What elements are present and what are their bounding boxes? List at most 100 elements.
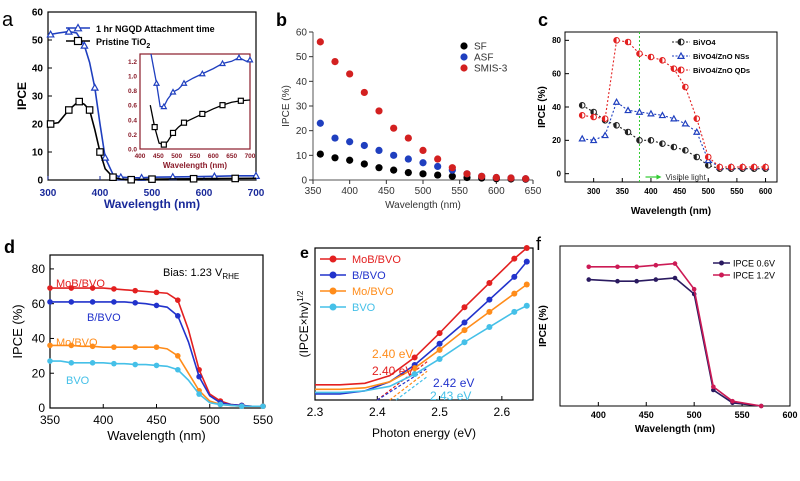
data-point-2: [331, 58, 339, 66]
data-point-1: [346, 138, 354, 146]
data-point-1: [175, 313, 181, 319]
y-tick-label: 60: [552, 69, 561, 78]
y-axis-label: IPCE (%): [538, 305, 549, 347]
x-tick-label: 700: [248, 188, 265, 199]
y-tick-label: 20: [32, 120, 44, 131]
data-point-2-fill: [625, 39, 629, 45]
y-axis-label: IPCE: [15, 82, 29, 110]
data-point-2: [390, 124, 398, 132]
data-point-2-fill: [648, 54, 651, 60]
series-line-2: [315, 283, 528, 391]
x-tick-label: 300: [40, 188, 57, 199]
series-line-0: [588, 277, 762, 407]
inset-y-tick-label: 1.2: [128, 59, 137, 66]
data-point-1: [316, 119, 324, 127]
data-point-0: [461, 304, 468, 311]
panel-label: c: [538, 10, 548, 30]
y-tick-label: 40: [32, 332, 46, 346]
data-point-2: [346, 70, 354, 78]
data-point-1: [132, 300, 138, 306]
y-tick-label: 60: [32, 8, 44, 19]
extrapolation-line-2: [389, 370, 428, 401]
data-point-3: [68, 359, 75, 366]
legend-marker-0: [719, 260, 724, 266]
inset-x-axis-label: Wavelength (nm): [163, 161, 227, 170]
legend-label-1: B/BVO: [352, 270, 386, 282]
series-line-0: [315, 247, 528, 386]
data-point-2: [522, 175, 530, 183]
y-tick-label: 50: [32, 36, 44, 47]
data-point-2: [463, 170, 471, 178]
panel-label: e: [300, 245, 309, 262]
data-point-2-fill: [636, 50, 640, 57]
data-point-2-fill: [613, 37, 617, 44]
data-point-0-fill: [659, 140, 663, 147]
panel-label: a: [2, 9, 14, 31]
data-point-3: [175, 366, 181, 373]
y-tick-label: 0: [557, 169, 562, 178]
inset-point-0: [246, 56, 254, 63]
x-tick-label: 350: [305, 186, 322, 197]
data-point-1: [634, 264, 639, 270]
data-point-0: [153, 289, 160, 296]
data-point-2-fill: [751, 164, 755, 170]
legend-marker-0-fill: [678, 39, 681, 45]
y-axis-label: (IPCE×hv)1/2: [296, 290, 311, 357]
data-point-1: [331, 134, 339, 142]
inset-y-tick-label: 0.6: [128, 103, 137, 110]
x-tick-label: 350: [616, 187, 630, 196]
x-tick-label: 600: [782, 410, 797, 420]
y-tick-label: 60: [296, 28, 308, 39]
data-point-0: [251, 171, 261, 179]
data-point-2: [419, 146, 427, 154]
x-tick-label: 500: [415, 186, 432, 197]
x-axis-label: Wavelength (nm): [631, 206, 711, 217]
onset-annotation-0: 2.40 eV: [372, 364, 413, 378]
data-point-0: [448, 172, 456, 180]
data-point-1: [89, 299, 96, 305]
legend-label-2: Mo/BVO: [352, 286, 394, 298]
data-point-1: [111, 299, 117, 305]
data-point-1: [189, 174, 198, 183]
data-point-3: [511, 308, 518, 315]
data-point-3: [217, 401, 224, 408]
x-tick-label: 550: [253, 413, 273, 427]
data-point-0-fill: [648, 137, 651, 144]
data-point-1: [635, 107, 644, 115]
panel-c: c 300 350 400 450 500 550 600 0 20 40 60 80 Wavelengt…: [537, 10, 778, 217]
data-point-1: [436, 340, 443, 347]
x-tick-label: 650: [525, 186, 542, 197]
data-point-1: [404, 155, 412, 163]
y-tick-label: 20: [552, 136, 561, 145]
inset-point-0: [235, 53, 243, 61]
x-tick-label: 350: [40, 413, 60, 427]
legend-marker-3: [329, 303, 337, 311]
panel-e: e 2.3 2.4 2.5 2.6 Photon energy (eV) (IPCE×hv)…: [296, 245, 534, 440]
data-point-1: [96, 148, 104, 156]
legend-label-0: BiVO4: [693, 38, 716, 47]
panel-label: d: [4, 237, 15, 257]
data-point-0-fill: [590, 109, 594, 115]
data-point-0: [46, 29, 55, 38]
data-point-0: [89, 285, 96, 291]
y-tick-label: 80: [32, 262, 46, 276]
data-point-1: [589, 136, 598, 144]
data-point-1: [375, 146, 383, 154]
legend-label-2: SMIS-3: [474, 64, 508, 75]
inset-point-1: [151, 123, 158, 131]
panel-label: f: [536, 234, 542, 254]
series-line-1: [588, 262, 762, 407]
data-point-2: [478, 172, 486, 180]
data-point-2: [523, 281, 530, 288]
y-tick-label: 40: [552, 103, 561, 112]
data-point-3: [436, 355, 443, 362]
panel-f: f 400 450 500 550 600 Wavelength (nm) IPCE (%) I…: [536, 234, 798, 435]
data-point-2-fill: [739, 164, 743, 170]
data-point-1: [681, 119, 690, 127]
y-axis-label: IPCE (%): [281, 85, 292, 127]
data-point-0: [411, 354, 418, 361]
legend-marker-0: [329, 255, 337, 263]
inset-x-tick-label: 550: [190, 153, 201, 160]
series-label-0: MoB/BVO: [56, 278, 105, 290]
data-point-1: [615, 264, 620, 270]
